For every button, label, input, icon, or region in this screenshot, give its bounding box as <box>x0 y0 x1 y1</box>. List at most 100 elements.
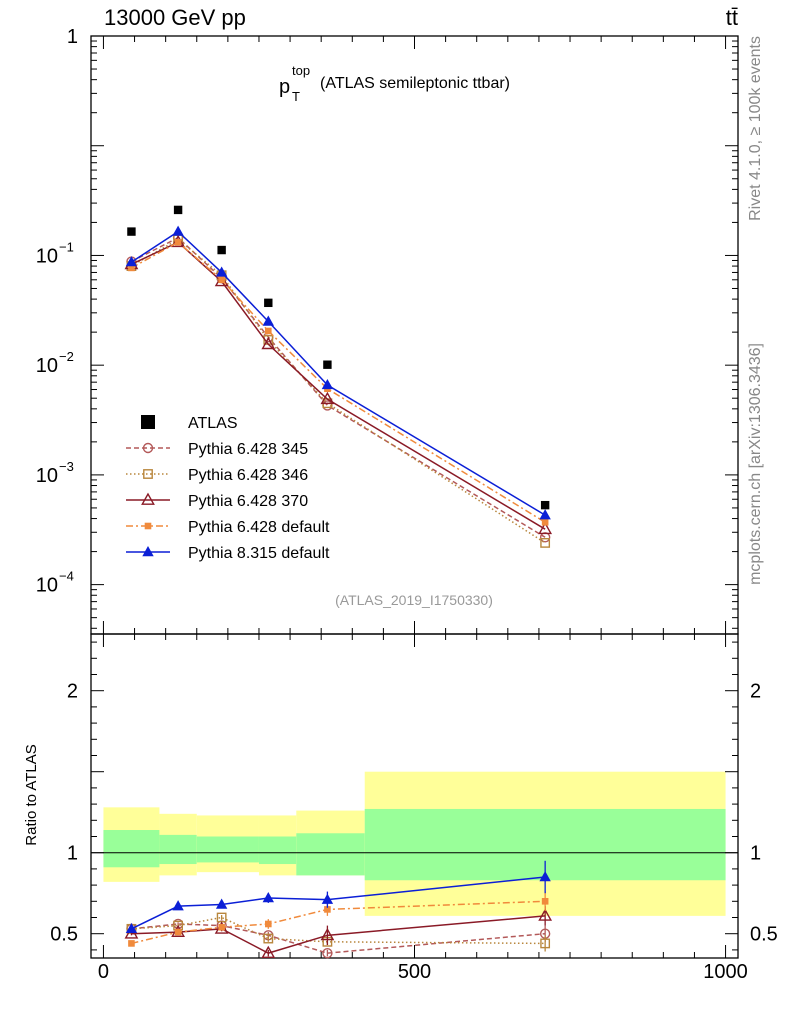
y-tick-label-ratio-right: 2 <box>750 681 761 703</box>
series-point-main-2 <box>320 391 335 405</box>
data-point-main <box>540 500 550 510</box>
band-inner-2 <box>196 836 259 863</box>
y-tick-label-ratio-right: 1 <box>750 843 761 865</box>
series-point-main-3 <box>265 327 272 335</box>
y-tick-label-ratio-left: 0.5 <box>50 924 78 946</box>
data-point-main <box>217 245 226 255</box>
y-tick-label-ratio-right: 0.5 <box>750 924 778 946</box>
ratio-bands <box>91 771 738 916</box>
series-point-ratio-3 <box>174 928 182 936</box>
series-line-ratio-0 <box>131 923 546 954</box>
series-point-main-3 <box>218 276 225 284</box>
y-tick-label-main: 10 <box>36 245 58 267</box>
series-line-main-3 <box>131 241 546 523</box>
series-line-ratio-3 <box>131 900 546 945</box>
series-line-main-4 <box>131 230 546 516</box>
series-point-main-4 <box>172 225 184 236</box>
legend-label-4: Pythia 8.315 default <box>188 545 330 562</box>
series-point-main-3 <box>541 518 549 526</box>
series-point-ratio-4 <box>215 898 228 909</box>
series-point-ratio-3 <box>265 920 272 928</box>
legend-marker-1 <box>143 469 153 479</box>
side-text-bottom: mcplots.cern.ch [arXiv:1306.3436] <box>747 343 764 585</box>
series-point-main-3 <box>174 238 182 246</box>
y-tick-label-main-exp: −4 <box>59 569 74 584</box>
series-point-ratio-4 <box>262 892 275 903</box>
series-line-main-0 <box>131 236 546 538</box>
data-point-main <box>173 205 183 215</box>
analysis-label: (ATLAS_2019_I1750330) <box>335 592 493 608</box>
text-labels: 13000 GeV pp tt̄ p top T (ATLAS semilept… <box>23 5 778 983</box>
y-tick-label-main: 10 <box>36 575 58 597</box>
series-point-main-4 <box>215 266 228 277</box>
legend-marker-4 <box>142 546 154 557</box>
ratio-y-label: Ratio to ATLAS <box>23 744 40 845</box>
series-line-ratio-4 <box>131 876 546 930</box>
series-line-main-1 <box>131 238 546 544</box>
series-lines <box>124 205 553 959</box>
y-tick-label-ratio-left: 2 <box>67 681 78 703</box>
x-tick-label: 0 <box>98 961 109 983</box>
series-point-ratio-4 <box>172 900 184 911</box>
series-line-ratio-2 <box>131 915 546 954</box>
title-main: p <box>279 76 290 98</box>
series-point-ratio-3 <box>324 906 331 913</box>
series-point-ratio-1 <box>540 938 551 949</box>
legend-label-2: Pythia 6.428 370 <box>188 493 308 510</box>
series-point-main-4 <box>262 315 275 326</box>
series-point-main-1 <box>540 538 551 548</box>
series-point-ratio-4 <box>125 922 138 934</box>
band-inner-3 <box>258 836 297 865</box>
series-point-main-4 <box>539 509 551 520</box>
legend-label-3: Pythia 6.428 default <box>188 519 330 536</box>
series-point-ratio-2 <box>261 945 276 959</box>
header-right: tt̄ <box>726 5 738 30</box>
legend-label-1: Pythia 6.428 346 <box>188 467 308 484</box>
band-inner-4 <box>296 833 365 876</box>
y-tick-label-main: 10 <box>36 355 58 377</box>
series-point-ratio-0 <box>322 947 333 959</box>
side-text-top: Rivet 4.1.0, ≥ 100k events <box>747 36 764 221</box>
series-line-ratio-1 <box>131 916 546 945</box>
series-point-ratio-4 <box>539 871 551 882</box>
series-point-main-3 <box>128 264 135 272</box>
y-tick-label-ratio-left: 1 <box>67 843 78 865</box>
series-point-main-2 <box>538 521 553 535</box>
legend: ATLAS Pythia 6.428 345 Pythia 6.428 346 Pyt… <box>126 415 330 562</box>
series-point-ratio-2 <box>320 927 335 941</box>
title-sub: T <box>292 89 300 104</box>
x-tick-label: 1000 <box>703 961 748 983</box>
band-inner-0 <box>103 830 160 868</box>
legend-marker-0 <box>142 442 154 454</box>
legend-marker-3 <box>144 522 152 530</box>
series-point-ratio-3 <box>218 923 225 931</box>
legend-marker-data <box>141 415 155 429</box>
legend-label-0: Pythia 6.428 345 <box>188 441 308 458</box>
series-point-ratio-3 <box>128 940 135 947</box>
data-point-main <box>127 227 136 236</box>
legend-marker-2 <box>141 492 155 505</box>
series-point-main-4 <box>125 256 138 267</box>
legend-label-data: ATLAS <box>188 415 238 432</box>
data-point-main <box>323 360 332 369</box>
y-tick-label-main-exp: −3 <box>59 459 74 474</box>
axis-ticks <box>91 35 738 958</box>
series-point-main-4 <box>321 378 334 390</box>
series-line-main-2 <box>131 241 546 530</box>
series-point-ratio-2 <box>538 908 553 921</box>
title-sup: top <box>292 63 310 78</box>
y-tick-label-main-exp: −2 <box>59 349 74 364</box>
series-point-ratio-4 <box>321 893 334 904</box>
series-point-ratio-3 <box>541 898 549 905</box>
series-point-main-2 <box>261 336 276 350</box>
band-inner-1 <box>159 834 197 865</box>
y-tick-label-main: 1 <box>67 26 78 48</box>
title-rest: (ATLAS semileptonic ttbar) <box>320 75 510 92</box>
series-point-ratio-1 <box>263 933 274 944</box>
x-tick-label: 500 <box>398 961 431 983</box>
y-tick-label-main: 10 <box>36 465 58 487</box>
y-tick-label-main-exp: −1 <box>59 239 74 254</box>
header-left: 13000 GeV pp <box>104 5 246 30</box>
